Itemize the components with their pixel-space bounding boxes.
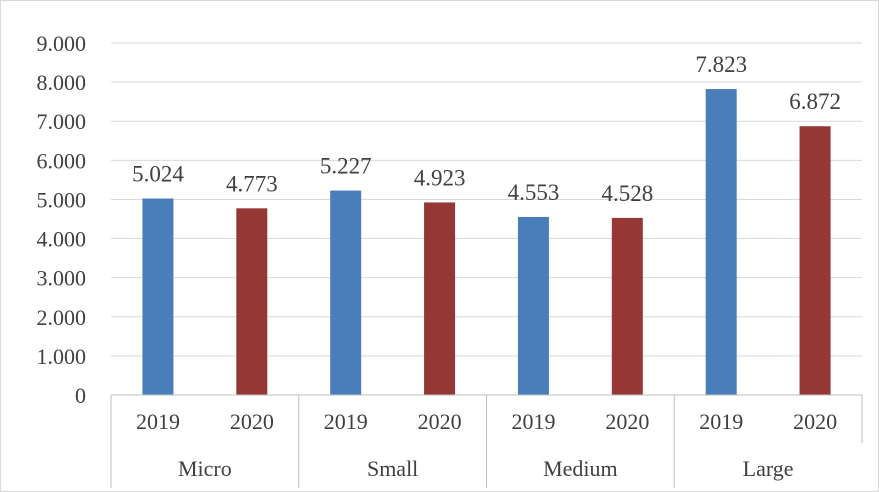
x-year-label: 2020	[418, 409, 462, 434]
y-tick-label: 9.000	[37, 31, 87, 56]
bar-micro-2019	[142, 198, 174, 395]
y-tick-label: 3.000	[37, 266, 87, 291]
bars	[142, 89, 831, 395]
data-label: 4.528	[601, 181, 653, 206]
data-label: 5.024	[132, 162, 184, 187]
gridlines	[111, 42, 862, 357]
bar-medium-2019	[517, 216, 549, 395]
y-tick-label: 8.000	[37, 70, 87, 95]
bar-large-2020	[799, 126, 831, 395]
y-tick-label: 4.000	[37, 227, 87, 252]
bar-large-2019	[705, 89, 737, 395]
x-group-label: Large	[743, 456, 794, 481]
bar-small-2020	[424, 202, 456, 395]
data-label: 4.923	[414, 165, 466, 190]
y-tick-label: 2.000	[37, 305, 87, 330]
x-year-label: 2019	[511, 409, 555, 434]
y-tick-label: 6.000	[37, 148, 87, 173]
data-label: 7.823	[695, 52, 747, 77]
x-group-label: Micro	[178, 456, 232, 481]
x-year-label: 2020	[793, 409, 837, 434]
x-year-label: 2019	[136, 409, 180, 434]
x-group-label: Medium	[543, 456, 618, 481]
y-tick-label: 1.000	[37, 344, 87, 369]
x-year-label: 2020	[605, 409, 649, 434]
x-year-label: 2019	[699, 409, 743, 434]
y-tick-label: 0	[75, 383, 86, 408]
data-label: 4.553	[508, 180, 560, 205]
y-axis-tick-labels: 0 1.000 2.000 3.000 4.000 5.000 6.000 7.000 8.00…	[37, 31, 87, 408]
bar-medium-2020	[611, 217, 643, 395]
bar-micro-2020	[236, 208, 268, 395]
data-label: 6.872	[789, 89, 841, 114]
data-label: 5.227	[320, 154, 372, 179]
x-year-label: 2020	[230, 409, 274, 434]
y-tick-label: 5.000	[37, 187, 87, 212]
x-year-label: 2019	[324, 409, 368, 434]
bar-small-2019	[330, 190, 362, 395]
y-tick-label: 7.000	[37, 109, 87, 134]
x-group-label: Small	[367, 456, 418, 481]
data-label: 4.773	[226, 171, 278, 196]
data-labels: 5.024 4.773 5.227 4.923 4.553 4.528 7.823 6.872	[132, 52, 841, 206]
